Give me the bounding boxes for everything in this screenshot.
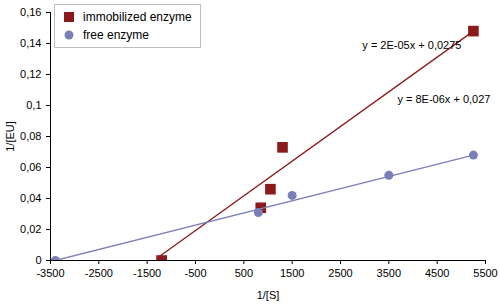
html-text:free enzyme: free enzyme <box>83 28 149 42</box>
svg-text:4500: 4500 <box>425 267 449 279</box>
svg-text:-3500: -3500 <box>36 267 64 279</box>
svg-text:y = 2E-05x + 0,0275: y = 2E-05x + 0,0275 <box>362 39 461 51</box>
svg-text:0,1: 0,1 <box>26 99 41 111</box>
svg-text:0: 0 <box>35 254 41 266</box>
svg-text:-500: -500 <box>184 267 206 279</box>
svg-text:0,04: 0,04 <box>20 192 41 204</box>
svg-text:0,08: 0,08 <box>20 130 41 142</box>
svg-text:3500: 3500 <box>377 267 401 279</box>
svg-text:0,06: 0,06 <box>20 161 41 173</box>
svg-text:0,12: 0,12 <box>20 68 41 80</box>
svg-text:0,02: 0,02 <box>20 223 41 235</box>
svg-text:0,16: 0,16 <box>20 6 41 18</box>
svg-text:0,14: 0,14 <box>20 37 41 49</box>
svg-text:-2500: -2500 <box>85 267 113 279</box>
svg-text:1/[S]: 1/[S] <box>257 289 280 301</box>
svg-text:2500: 2500 <box>328 267 352 279</box>
svg-text:1500: 1500 <box>280 267 304 279</box>
html-text:immobilized enzyme: immobilized enzyme <box>83 10 192 24</box>
svg-text:5500: 5500 <box>473 267 497 279</box>
svg-text:-1500: -1500 <box>133 267 161 279</box>
svg-text:y = 8E-06x + 0,027: y = 8E-06x + 0,027 <box>397 93 490 105</box>
svg-text:1/[EU]: 1/[EU] <box>4 121 16 152</box>
svg-text:500: 500 <box>235 267 253 279</box>
